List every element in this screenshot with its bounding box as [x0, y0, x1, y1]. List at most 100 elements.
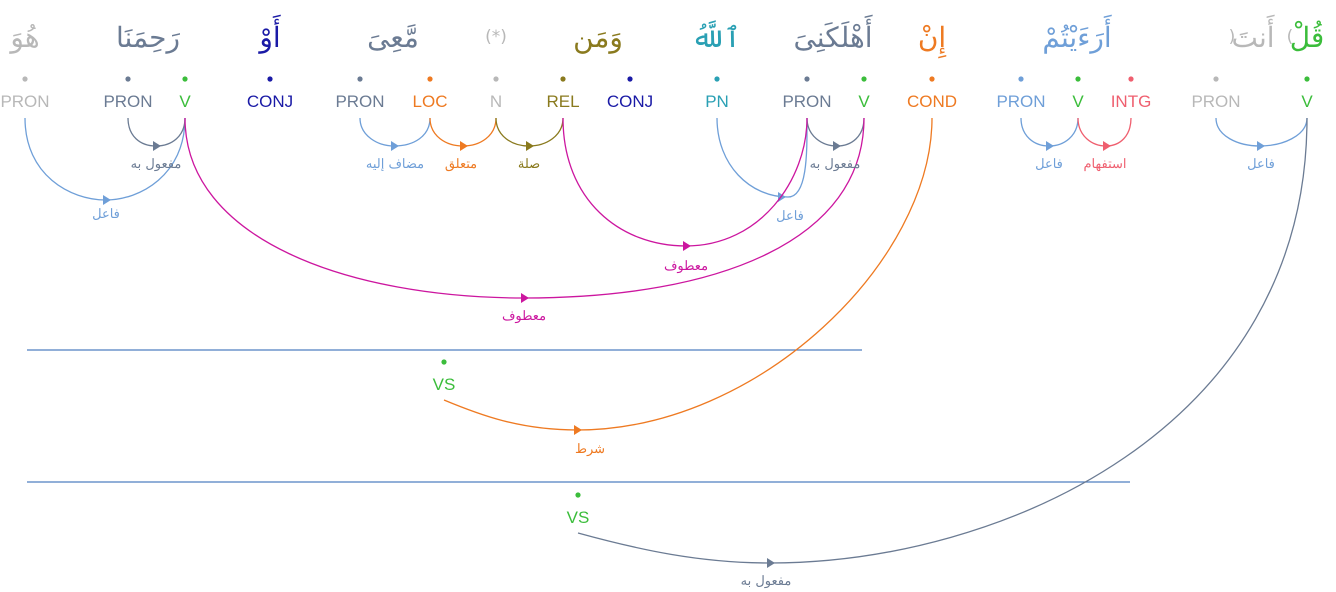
arc-arrowhead-12	[574, 425, 582, 435]
relation-label-8: معطوف	[502, 309, 546, 324]
arc-arrowhead-8	[521, 293, 529, 303]
node-tag-0: PRON	[0, 92, 49, 111]
node-tag-14: V	[1072, 92, 1084, 111]
node-tag-4: PRON	[335, 92, 384, 111]
dependency-arc-6	[806, 117, 865, 147]
node-dot-14	[1075, 76, 1081, 82]
dependency-arc-8	[184, 117, 865, 299]
dependency-arc-3	[429, 117, 497, 147]
tag-nodes: PRON PRON V CONJ PRON LOC N REL CONJ PN PRON V COND P…	[0, 76, 1313, 527]
node-tag-18: VS	[433, 375, 456, 394]
relation-label-0: فاعل	[92, 207, 120, 222]
relation-label-11: فاعل	[1247, 157, 1275, 172]
node-tag-7: REL	[546, 92, 579, 111]
relation-label-10: استفهام	[1083, 157, 1126, 172]
node-dot-3	[267, 76, 273, 82]
word-8: إِنْ	[918, 21, 946, 59]
word-1: رَحِمَنَا	[116, 21, 180, 54]
relation-label-1: مفعول به	[131, 157, 182, 172]
paren-open-10: (	[1287, 27, 1294, 47]
node-dot-7	[560, 76, 566, 82]
relation-labels: فاعل مفعول به مضاف إليه متعلق صلة فاعل مفعول ب…	[92, 157, 1275, 589]
node-dot-5	[427, 76, 433, 82]
node-tag-1: PRON	[103, 92, 152, 111]
hidden-word-4: (*)	[485, 27, 507, 47]
arc-arrowhead-7	[683, 241, 691, 251]
node-dot-10	[804, 76, 810, 82]
node-tag-3: CONJ	[247, 92, 293, 111]
arc-arrowhead-0	[103, 195, 111, 205]
word-7: أَهْلَكَنِىَ	[793, 15, 872, 54]
arc-arrowhead-10	[1103, 141, 1111, 151]
node-tag-5: LOC	[413, 92, 448, 111]
relation-label-12: شرط	[575, 442, 605, 457]
paren-close-10: )	[1229, 27, 1236, 47]
arc-arrowhead-13	[767, 558, 775, 568]
node-tag-11: V	[858, 92, 870, 111]
arc-arrowhead-4	[526, 141, 534, 151]
node-dot-15	[1128, 76, 1134, 82]
dependency-arc-1	[127, 117, 186, 147]
node-tag-12: COND	[907, 92, 957, 111]
node-dot-9	[714, 76, 720, 82]
dependency-arc-13	[577, 117, 1308, 564]
arc-arrowhead-1	[153, 141, 161, 151]
dependency-arc-11	[1215, 117, 1308, 147]
arc-arrowhead-6	[833, 141, 841, 151]
relation-label-7: معطوف	[664, 259, 708, 274]
arc-arrowhead-5	[778, 192, 786, 202]
node-dot-11	[861, 76, 867, 82]
relation-label-9: فاعل	[1035, 157, 1063, 172]
word-9: أَرَءَيْتُمْ	[1042, 15, 1111, 54]
dependency-arc-9	[1020, 117, 1079, 147]
node-dot-16	[1213, 76, 1219, 82]
node-dot-12	[929, 76, 935, 82]
arc-arrowhead-9	[1046, 141, 1054, 151]
node-dot-2	[182, 76, 188, 82]
arc-arrowhead-3	[460, 141, 468, 151]
node-dot-18	[441, 359, 447, 365]
word-3: مَّعِىَ	[367, 21, 419, 54]
relation-label-4: صلة	[518, 157, 540, 172]
node-tag-2: V	[179, 92, 191, 111]
node-tag-15: INTG	[1111, 92, 1152, 111]
arc-arrowhead-2	[391, 141, 399, 151]
node-dot-0	[22, 76, 28, 82]
node-tag-9: PN	[705, 92, 729, 111]
word-row: هُوَ رَحِمَنَا أَوْ مَّعِىَ (*) وَمَن ٱللَّهُ أ…	[8, 15, 1324, 59]
node-dot-13	[1018, 76, 1024, 82]
relation-label-2: مضاف إليه	[366, 157, 424, 172]
dependency-arc-2	[359, 117, 431, 147]
node-dot-1	[125, 76, 131, 82]
arc-arrowhead-11	[1257, 141, 1265, 151]
node-tag-10: PRON	[782, 92, 831, 111]
dependency-arcs	[24, 117, 1308, 568]
word-2: أَوْ	[257, 15, 280, 54]
word-11: قُلْ	[1290, 20, 1325, 54]
word-6: ٱللَّهُ	[691, 20, 740, 54]
subgraph-lines	[27, 349, 1130, 483]
dependency-arc-12	[443, 117, 933, 431]
relation-label-6: مفعول به	[810, 157, 861, 172]
node-dot-19	[575, 492, 581, 498]
relation-label-5: فاعل	[776, 209, 804, 224]
dependency-arc-7	[562, 117, 808, 247]
node-tag-17: V	[1301, 92, 1313, 111]
node-dot-4	[357, 76, 363, 82]
word-0: هُوَ	[8, 21, 39, 54]
relation-label-13: مفعول به	[741, 574, 792, 589]
relation-label-3: متعلق	[445, 157, 477, 172]
node-tag-13: PRON	[996, 92, 1045, 111]
dependency-arc-4	[495, 117, 564, 147]
node-tag-19: VS	[567, 508, 590, 527]
node-tag-8: CONJ	[607, 92, 653, 111]
node-dot-17	[1304, 76, 1310, 82]
node-tag-16: PRON	[1191, 92, 1240, 111]
node-tag-6: N	[490, 92, 502, 111]
node-dot-8	[627, 76, 633, 82]
dependency-arc-5	[716, 117, 808, 198]
word-10: أَنتَ	[1231, 15, 1274, 54]
dependency-arc-10	[1077, 117, 1132, 147]
word-5: وَمَن	[573, 21, 623, 54]
node-dot-6	[493, 76, 499, 82]
